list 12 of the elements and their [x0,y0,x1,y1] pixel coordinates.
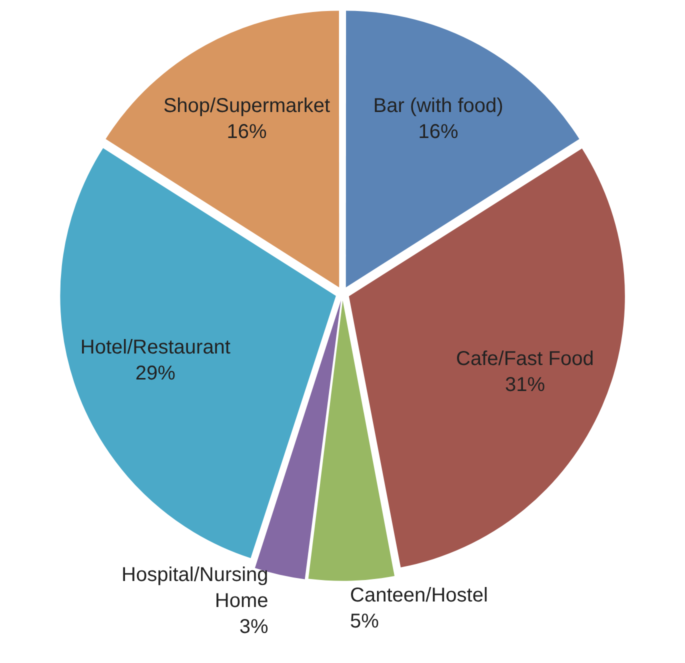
slice-label: Bar (with food) [373,94,504,117]
data-label: 3% [239,616,269,638]
data-label: 5% [350,610,380,632]
slice-label: Cafe/Fast Food [456,348,594,370]
slice-label: Hotel/Restaurant [80,336,231,358]
data-label: 29% [135,362,176,384]
slice-label: Canteen/Hostel [350,584,488,606]
data-label: 16% [226,120,267,143]
data-label: 16% [418,120,459,143]
data-label: 31% [504,374,546,396]
slice-label: Shop/Supermarket [163,94,331,117]
slice-label: Hospital/Nursing Home [122,564,268,612]
